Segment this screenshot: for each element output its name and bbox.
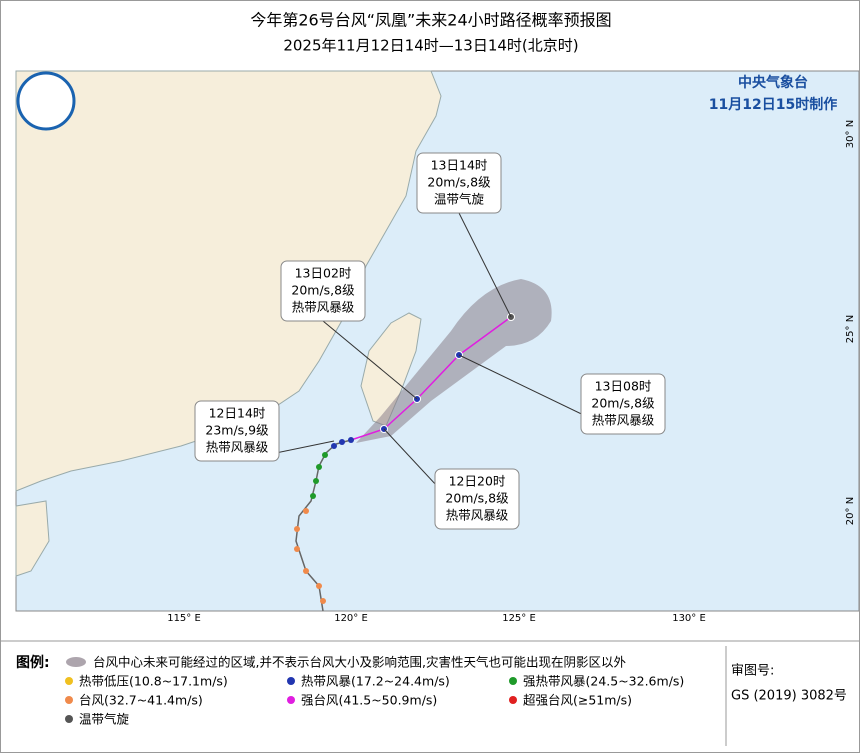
approval-label: 审图号:	[731, 664, 774, 679]
track-point	[316, 583, 322, 589]
callout-box	[416, 152, 502, 214]
callout-text: 热带风暴级	[206, 440, 269, 455]
mainland	[15, 70, 442, 492]
legend-label: 超强台风(≥51m/s)	[523, 693, 632, 708]
callout-text: 13日14时	[431, 158, 488, 173]
legend-dot	[65, 696, 73, 704]
callout-text: 12日14时	[209, 406, 266, 421]
legend-title: 图例:	[16, 654, 50, 671]
track-point	[303, 568, 309, 574]
lon-label: 125° E	[502, 613, 536, 624]
callout-box	[280, 260, 366, 322]
legend-label: 强热带风暴(24.5~32.6m/s)	[523, 674, 684, 689]
legend-dot	[65, 677, 73, 685]
callout-text: 20m/s,8级	[427, 175, 491, 190]
legend-label: 台风(32.7~41.4m/s)	[79, 693, 203, 708]
track-point	[294, 546, 300, 552]
cone-swatch	[66, 657, 86, 667]
legend-dot	[287, 696, 295, 704]
approval-number: GS (2019) 3082号	[731, 689, 847, 704]
callout-text: 20m/s,8级	[291, 283, 355, 298]
track-point	[310, 493, 316, 499]
callout-text: 热带风暴级	[292, 300, 355, 315]
issued: 11月12日15时制作	[709, 96, 837, 113]
legend-label: 强台风(41.5~50.9m/s)	[301, 693, 437, 708]
callout-box	[194, 400, 280, 462]
callout-leader	[458, 212, 512, 318]
callout-text: 13日02时	[295, 266, 352, 281]
callout-text: 12日20时	[449, 474, 506, 489]
callout-leader	[322, 320, 418, 400]
callout-text: 温带气旋	[434, 192, 485, 207]
logo	[16, 71, 76, 131]
legend-dot	[509, 696, 517, 704]
agency: 中央气象台	[738, 74, 808, 91]
track-point	[294, 526, 300, 532]
track-point	[316, 464, 322, 470]
callout-text: 热带风暴级	[446, 508, 509, 523]
past-track	[295, 439, 352, 612]
legend-label: 热带低压(10.8~17.1m/s)	[79, 674, 228, 689]
callout-text: 20m/s,8级	[445, 491, 509, 506]
callout-text: 20m/s,8级	[591, 396, 655, 411]
track-point	[331, 443, 337, 449]
callout-text: 热带风暴级	[592, 413, 655, 428]
legend-dot	[287, 677, 295, 685]
legend-dot	[509, 677, 517, 685]
callout-box	[580, 373, 666, 435]
cone-note: 台风中心未来可能经过的区域,并不表示台风大小及影响范围,灾害性天气也可能出现在阴…	[93, 655, 626, 670]
legend-label: 温带气旋	[79, 712, 130, 727]
lat-label: 30° N	[845, 120, 856, 148]
lat-label: 25° N	[845, 315, 856, 343]
track-point	[339, 439, 345, 445]
lon-label: 115° E	[167, 613, 201, 624]
track-point	[313, 478, 319, 484]
track-point	[322, 452, 328, 458]
track-point	[303, 508, 309, 514]
track-point	[348, 437, 354, 443]
legend-dot	[65, 715, 73, 723]
lat-label: 20° N	[845, 497, 856, 525]
title: 今年第26号台风“凤凰”未来24小时路径概率预报图	[250, 11, 611, 30]
track-point	[320, 598, 326, 604]
subtitle: 2025年11月12日14时—13日14时(北京时)	[283, 37, 578, 55]
callout-text: 23m/s,9级	[205, 423, 269, 438]
callout-box	[434, 468, 520, 530]
lon-label: 130° E	[672, 613, 706, 624]
lon-label: 120° E	[334, 613, 368, 624]
callout-text: 13日08时	[595, 379, 652, 394]
hainan	[15, 500, 50, 577]
legend-label: 热带风暴(17.2~24.4m/s)	[301, 674, 450, 689]
